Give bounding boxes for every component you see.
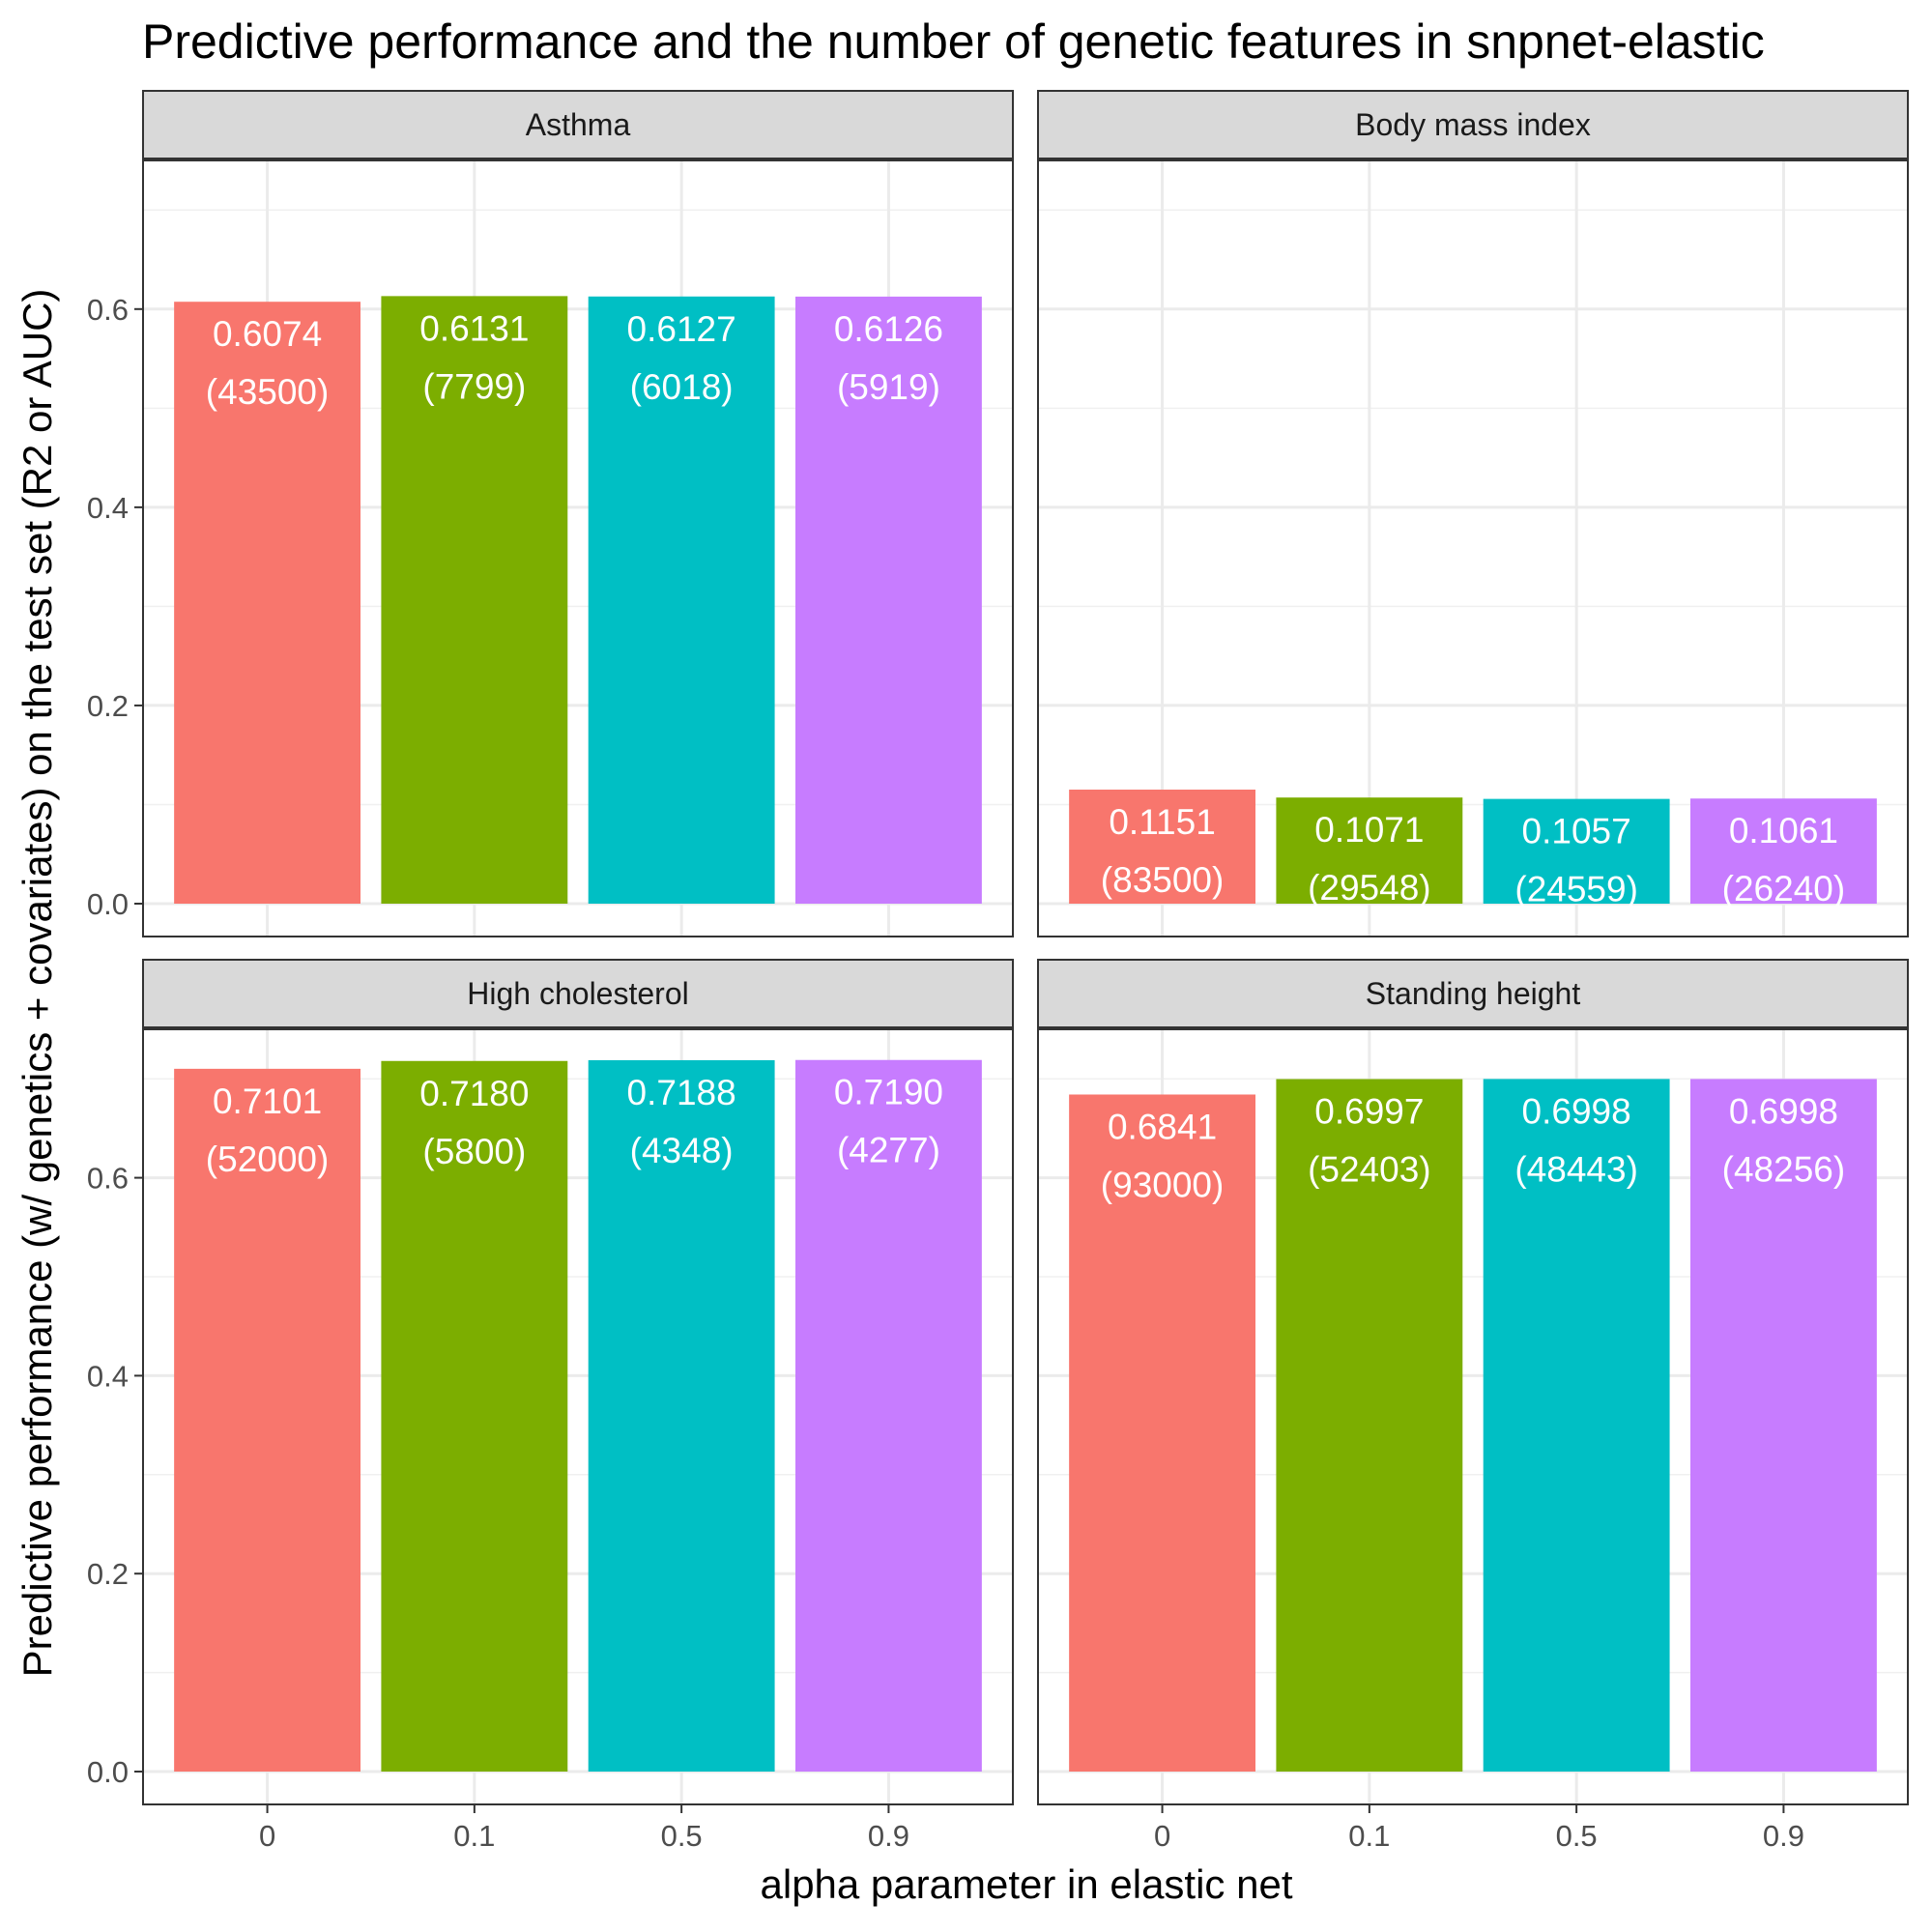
y-tick-label: 0.2 <box>87 689 129 723</box>
bar-feature-count-label: (4277) <box>837 1131 940 1170</box>
bar-feature-count-label: (48443) <box>1514 1149 1638 1189</box>
bar-value-label: 0.7180 <box>419 1074 529 1113</box>
panel-border <box>142 1028 1014 1805</box>
bar-feature-count-label: (93000) <box>1101 1165 1225 1204</box>
y-tick-label: 0.6 <box>87 293 129 327</box>
bar <box>1483 1079 1670 1772</box>
bar <box>1483 798 1670 904</box>
bar <box>1069 1094 1255 1772</box>
x-tick-label: 0.1 <box>453 1819 495 1853</box>
bar-feature-count-label: (26240) <box>1722 869 1846 908</box>
x-tick-label: 0.9 <box>1763 1819 1804 1853</box>
bar-value-label: 0.6998 <box>1522 1091 1631 1131</box>
facet-strip-label: Standing height <box>1366 976 1581 1011</box>
panel-border <box>142 159 1014 937</box>
panel-border <box>1037 159 1909 937</box>
bar <box>1276 797 1463 904</box>
bar <box>588 296 775 904</box>
x-tick-label: 0.9 <box>868 1819 909 1853</box>
bar-feature-count-label: (5919) <box>837 367 940 407</box>
chart-title: Predictive performance and the number of… <box>142 14 1765 69</box>
bar <box>174 302 360 904</box>
facet-panel-0: Asthma 0.6074 (43500) 0.6131 (7799) 0.6127 (60… <box>87 90 1014 937</box>
bar-value-label: 0.6131 <box>419 308 529 348</box>
facet-strip <box>1037 90 1909 159</box>
facet-strip <box>1037 959 1909 1028</box>
facet-strip-label: Body mass index <box>1355 107 1591 142</box>
panel-border <box>1037 1028 1909 1805</box>
bar-feature-count-label: (52000) <box>206 1139 330 1179</box>
bar-value-label: 0.7190 <box>834 1073 943 1112</box>
bar-value-label: 0.7188 <box>627 1073 736 1112</box>
x-tick-label: 0 <box>259 1819 275 1853</box>
x-tick-label: 0.1 <box>1348 1819 1390 1853</box>
bar-feature-count-label: (83500) <box>1101 860 1225 900</box>
bar-feature-count-label: (5800) <box>422 1132 526 1171</box>
bar-feature-count-label: (6018) <box>630 367 734 407</box>
facet-panels: Asthma 0.6074 (43500) 0.6131 (7799) 0.6127 (60… <box>87 90 1909 1853</box>
bar-value-label: 0.6126 <box>834 309 943 349</box>
bar-feature-count-label: (29548) <box>1308 868 1431 908</box>
bar <box>1276 1079 1463 1772</box>
bar-value-label: 0.1057 <box>1522 812 1631 851</box>
y-tick-label: 0.4 <box>87 1359 129 1393</box>
bar-value-label: 0.6841 <box>1108 1107 1217 1146</box>
bar-value-label: 0.1151 <box>1109 802 1215 842</box>
bar-value-label: 0.1071 <box>1314 810 1424 850</box>
bar <box>795 296 982 904</box>
bar <box>381 296 568 904</box>
facet-panel-3: Standing height 0.6841 (93000) 0.6997 (52403… <box>1037 959 1909 1853</box>
facet-strip-label: Asthma <box>526 107 631 142</box>
bar <box>1069 789 1255 904</box>
bar-feature-count-label: (48256) <box>1722 1149 1846 1189</box>
bar <box>588 1059 775 1772</box>
bar-value-label: 0.7101 <box>213 1081 322 1121</box>
x-tick-label: 0 <box>1154 1819 1170 1853</box>
y-axis-title: Predictive performance (w/ genetics + co… <box>14 289 60 1678</box>
bar <box>174 1068 360 1772</box>
facet-panel-2: High cholesterol 0.7101 (52000) 0.7180 (5800… <box>87 959 1014 1853</box>
y-tick-label: 0.0 <box>87 1755 129 1789</box>
facet-strip <box>142 959 1014 1028</box>
bar-value-label: 0.6074 <box>213 314 322 354</box>
bar-feature-count-label: (24559) <box>1514 870 1638 909</box>
bar-value-label: 0.1061 <box>1729 811 1838 851</box>
bar <box>1690 1079 1877 1772</box>
facet-strip-label: High cholesterol <box>467 976 688 1011</box>
x-tick-label: 0.5 <box>661 1819 703 1853</box>
y-tick-label: 0.0 <box>87 887 129 921</box>
facet-panel-1: Body mass index 0.1151 (83500) 0.1071 (29548… <box>1037 90 1909 937</box>
bar-feature-count-label: (7799) <box>422 366 526 406</box>
bar <box>381 1060 568 1772</box>
bar-value-label: 0.6997 <box>1314 1092 1424 1132</box>
x-tick-label: 0.5 <box>1556 1819 1598 1853</box>
bar-feature-count-label: (52403) <box>1308 1150 1431 1190</box>
bar-value-label: 0.6998 <box>1729 1091 1838 1131</box>
y-tick-label: 0.4 <box>87 491 129 525</box>
bar-value-label: 0.6127 <box>627 309 736 349</box>
facet-strip <box>142 90 1014 159</box>
bar-feature-count-label: (43500) <box>206 372 330 412</box>
bar <box>1690 798 1877 904</box>
x-axis-title: alpha parameter in elastic net <box>761 1861 1293 1907</box>
bar <box>795 1059 982 1772</box>
y-tick-label: 0.2 <box>87 1557 129 1591</box>
y-tick-label: 0.6 <box>87 1162 129 1196</box>
bar-feature-count-label: (4348) <box>630 1131 734 1170</box>
